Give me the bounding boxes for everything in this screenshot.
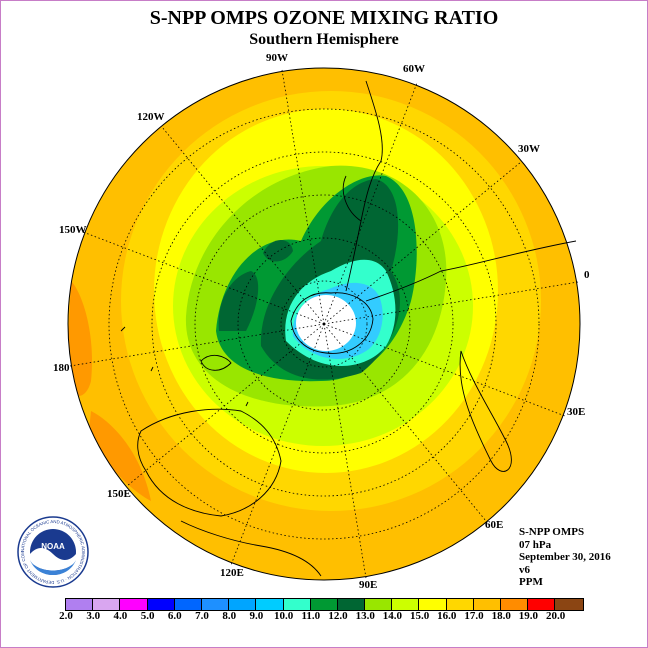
colorbar-swatch	[501, 599, 529, 610]
colorbar-label: 14.0	[382, 610, 403, 622]
colorbar-swatch	[283, 599, 311, 610]
colorbar-label: 11.0	[301, 610, 321, 622]
colorbar-swatch	[446, 599, 474, 610]
info-instrument: S-NPP OMPS	[519, 526, 585, 538]
colorbar-swatch	[66, 599, 94, 610]
ozone-field	[68, 68, 580, 580]
colorbar-swatch	[93, 599, 121, 610]
lon-label-0: 0	[584, 269, 590, 281]
colorbar-label: 6.0	[167, 610, 182, 622]
colorbar-swatch	[337, 599, 366, 610]
info-level: 07 hPa	[519, 538, 552, 551]
south-pole-marker	[322, 322, 326, 326]
lon-label-90e: 90E	[359, 579, 378, 591]
colorbar-swatch	[201, 599, 230, 610]
lon-label-30w: 30W	[518, 143, 540, 155]
info-version: v6	[519, 563, 530, 576]
colorbar-label: 10.0	[273, 610, 294, 622]
colorbar-swatch	[555, 599, 583, 610]
colorbar-label: 18.0	[491, 610, 511, 622]
colorbar-label: 20.0	[545, 610, 566, 622]
lon-label-120w: 120W	[137, 111, 165, 123]
colorbar-swatch	[174, 599, 202, 610]
coastlines	[120, 80, 577, 577]
graticule	[69, 69, 579, 579]
lon-label-60w: 60W	[403, 63, 425, 75]
lon-label-90w: 90W	[266, 52, 288, 64]
colorbar-labels: 2.0 3.0 4.0 5.0 6.0 7.0 8.0 9.0 10.0 11.0 12.0 13.0…	[1, 610, 647, 624]
colorbar-label: 17.0	[464, 610, 484, 622]
colorbar-label: 7.0	[195, 610, 209, 622]
colorbar-swatch	[392, 599, 420, 610]
colorbar-swatch	[256, 599, 284, 610]
logo-text: NOAA	[41, 542, 65, 551]
level-10-island	[218, 271, 259, 331]
colorbar-label: 2.0	[59, 610, 73, 622]
colorbar-label: 8.0	[222, 610, 237, 622]
colorbar-swatch	[528, 599, 556, 610]
lon-label-150e: 150E	[107, 488, 131, 500]
colorbar-label: 5.0	[140, 610, 155, 622]
colorbar-swatch	[120, 599, 148, 610]
colorbar-label: 4.0	[113, 610, 128, 622]
lon-label-120e: 120E	[220, 567, 244, 579]
level-min	[296, 295, 356, 351]
level-10-blob	[263, 239, 293, 262]
lon-label-30e: 30E	[567, 406, 586, 418]
colorbar-swatch	[229, 599, 257, 610]
noaa-logo: NATIONAL OCEANIC AND ATMOSPHERIC ADMINIS…	[17, 516, 89, 588]
colorbar-swatch	[473, 599, 501, 610]
map-border	[67, 67, 581, 581]
colorbar-label: 9.0	[249, 610, 264, 622]
info-date: September 30, 2016	[519, 551, 611, 563]
page-title: S-NPP OMPS OZONE MIXING RATIO	[149, 7, 499, 29]
level-17-southwest	[89, 411, 151, 501]
lon-label-150w: 150W	[59, 224, 87, 236]
colorbar-swatch	[147, 599, 175, 610]
colorbar-label: 16.0	[437, 610, 457, 622]
colorbar-label: 13.0	[355, 610, 375, 622]
colorbar-swatch	[419, 599, 447, 610]
colorbar-label: 15.0	[409, 610, 430, 622]
colorbar-label: 12.0	[328, 610, 348, 622]
info-block: S-NPP OMPS 07 hPa September 30, 2016 v6 …	[519, 526, 611, 589]
colorbar	[65, 598, 584, 611]
lon-label-180: 180	[53, 362, 70, 374]
info-units: PPM	[519, 576, 543, 588]
colorbar-label: 3.0	[86, 610, 101, 622]
colorbar-label: 19.0	[518, 610, 539, 622]
level-17-west	[68, 281, 92, 396]
colorbar-swatch	[365, 599, 393, 610]
colorbar-swatch	[310, 599, 338, 610]
lon-label-60e: 60E	[485, 519, 504, 531]
page-subtitle: Southern Hemisphere	[249, 31, 399, 48]
